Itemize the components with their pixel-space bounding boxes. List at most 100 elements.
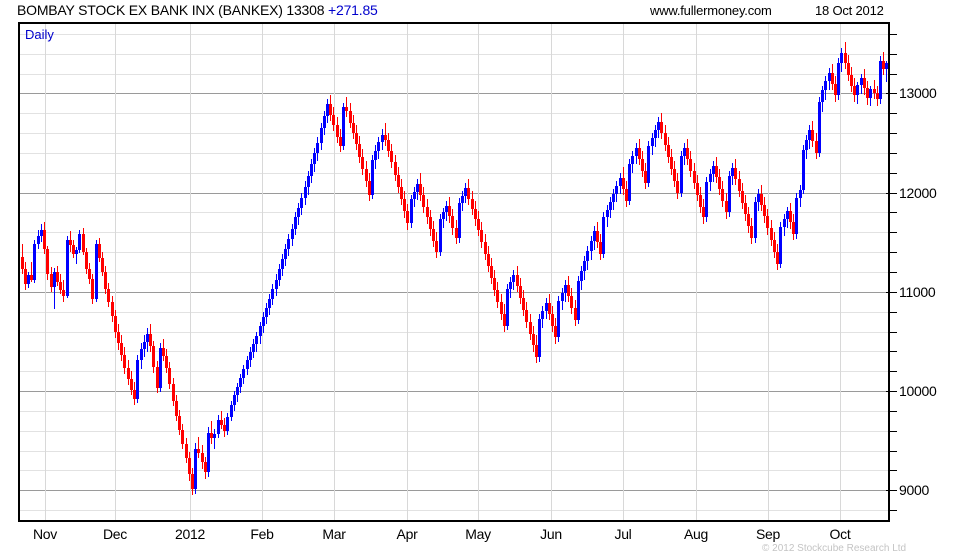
candle-body <box>744 203 747 214</box>
candle-body <box>133 390 136 399</box>
candle-body <box>712 166 715 174</box>
candle-body <box>863 78 866 88</box>
x-axis-label: Mar <box>322 526 346 542</box>
candle-body <box>332 115 335 125</box>
candle-body <box>471 199 474 209</box>
candle-body <box>175 401 178 416</box>
y-axis-tick <box>890 153 897 154</box>
y-axis-tick <box>890 371 897 372</box>
candle-body <box>461 196 464 203</box>
y-axis-tick <box>890 232 897 233</box>
x-axis-label: Aug <box>683 526 709 542</box>
candle-body <box>323 116 326 128</box>
candle-body <box>220 420 223 425</box>
candle-body <box>233 395 236 405</box>
candle-body <box>384 135 387 140</box>
candle-body <box>191 474 194 489</box>
candle-body <box>336 125 339 137</box>
candle-body <box>525 310 528 322</box>
candle-body <box>326 104 329 116</box>
candle-body <box>207 433 210 472</box>
candle-body <box>779 227 782 264</box>
candle-body <box>766 216 769 228</box>
x-axis-label: Jun <box>540 526 562 542</box>
candle-body <box>467 188 470 199</box>
candle-body <box>734 168 737 179</box>
candle-body <box>718 177 721 189</box>
candle-body <box>808 130 811 140</box>
candle-wick <box>214 429 215 449</box>
candle-body <box>168 368 171 384</box>
candle-body <box>429 217 432 229</box>
candle-body <box>69 240 72 245</box>
gridline-minor <box>20 153 888 154</box>
candle-body <box>516 275 519 286</box>
candle-body <box>320 128 323 143</box>
gridline-vertical <box>115 24 116 520</box>
x-axis-label: Nov <box>33 526 57 542</box>
candle-body <box>789 211 792 222</box>
gridline-vertical <box>190 24 191 520</box>
x-axis-label: Feb <box>250 526 274 542</box>
candle-body <box>699 195 702 207</box>
candle-body <box>316 143 319 153</box>
candle-body <box>188 458 191 474</box>
candle-body <box>120 343 123 355</box>
candle-wick <box>76 247 77 264</box>
candle-body <box>239 378 242 387</box>
x-axis-label: 2012 <box>175 526 205 542</box>
candle-body <box>21 257 24 269</box>
candle-body <box>50 274 53 287</box>
gridline-vertical <box>478 24 479 520</box>
candle-body <box>821 90 824 102</box>
gridline-vertical <box>840 24 841 520</box>
candle-body <box>545 303 548 311</box>
candle-body <box>371 160 374 195</box>
candle-body <box>622 178 625 189</box>
candle-body <box>676 181 679 193</box>
gridline-minor <box>20 332 888 333</box>
x-axis-label: Oct <box>829 526 851 542</box>
candle-body <box>522 298 525 310</box>
candle-body <box>358 144 361 157</box>
y-axis-tick <box>890 133 897 134</box>
y-axis-tick <box>890 74 897 75</box>
candle-body <box>197 449 200 453</box>
gridline-minor <box>20 113 888 114</box>
candle-body <box>647 146 650 183</box>
gridline-major <box>20 391 888 392</box>
candle-body <box>284 249 287 259</box>
candle-body <box>127 368 130 379</box>
candle-body <box>844 53 847 63</box>
candle-body <box>570 296 573 308</box>
candle-body <box>869 89 872 98</box>
candle-body <box>27 275 30 284</box>
y-axis-label: 13000 <box>899 85 937 101</box>
candle-body <box>72 245 75 254</box>
candle-body <box>307 176 310 187</box>
candle-body <box>763 205 766 216</box>
gridline-minor <box>20 74 888 75</box>
gridline-minor <box>20 411 888 412</box>
candle-body <box>78 234 81 250</box>
candle-body <box>561 293 564 301</box>
gridline-minor <box>20 173 888 174</box>
candle-body <box>95 244 98 299</box>
candle-body <box>709 174 712 182</box>
candle-body <box>702 207 705 217</box>
candle-body <box>673 169 676 181</box>
candle-body <box>776 252 779 264</box>
candle-body <box>172 384 175 401</box>
candle-body <box>451 216 454 228</box>
candle-body <box>342 107 345 146</box>
candle-body <box>738 179 741 191</box>
gridline-minor <box>20 272 888 273</box>
candle-body <box>866 88 869 98</box>
candle-body <box>162 348 165 356</box>
candle-body <box>268 299 271 308</box>
candle-body <box>156 367 159 388</box>
candle-body <box>741 191 744 203</box>
candle-body <box>541 311 544 319</box>
candle-body <box>194 449 197 489</box>
y-axis-tick <box>890 332 897 333</box>
